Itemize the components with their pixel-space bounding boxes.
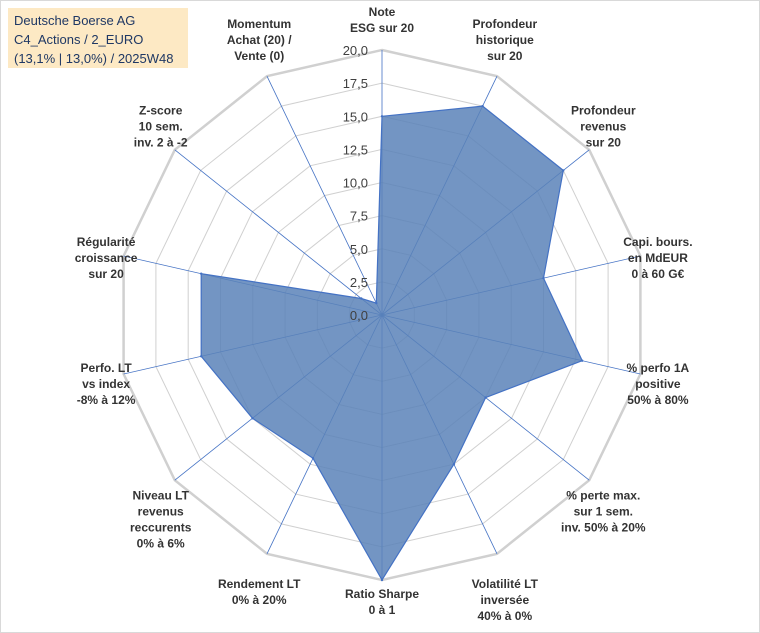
data-point xyxy=(452,463,456,466)
tick-label: 7,5 xyxy=(350,209,368,224)
axis-label-line: 0 à 1 xyxy=(369,603,396,617)
axis-label-line: 0% à 20% xyxy=(232,593,287,607)
axis-label-line: vs index xyxy=(82,377,130,391)
tick-label: 2,5 xyxy=(350,275,368,290)
axis-label: Régularité croissance sur 20 xyxy=(75,235,138,281)
data-point xyxy=(251,417,254,420)
axis-label-line: -8% à 12% xyxy=(77,393,136,407)
axis-label-line: 0% à 6% xyxy=(137,536,185,550)
axis-label: Perfo. LT vs index -8% à 12% xyxy=(77,361,136,407)
axis-spoke xyxy=(174,149,383,316)
tick-label: 10,0 xyxy=(343,176,368,191)
series-area xyxy=(200,105,584,582)
axis-label-line: reccurents xyxy=(130,520,192,534)
axis-label-line: Achat (20) / xyxy=(227,33,292,47)
data-point xyxy=(542,276,545,280)
axis-label-line: Profondeur xyxy=(472,17,537,31)
axis-label: Rendement LT 0% à 20% xyxy=(218,577,301,607)
data-point xyxy=(375,301,378,305)
data-point xyxy=(360,297,363,300)
tick-label: 0,0 xyxy=(350,308,368,323)
axis-label-line: Volatilité LT xyxy=(472,577,539,591)
axis-label-line: Z-score xyxy=(139,104,183,118)
axis-label-line: Profondeur xyxy=(571,104,636,118)
tick-label: 15,0 xyxy=(343,109,368,124)
axis-label: % perte max. sur 1 sem. inv. 50% à 20% xyxy=(561,488,646,534)
title-performance: (13,1% | 13,0%) / 2025W48 xyxy=(14,51,174,66)
axis-label-line: inversée xyxy=(480,593,529,607)
axis-label-line: 10 sem. xyxy=(139,120,183,134)
data-point xyxy=(380,115,384,118)
axis-label-line: revenus xyxy=(138,504,184,518)
axis-label-line: Perfo. LT xyxy=(81,361,133,375)
axis-label: Capi. bours. en MdEUR 0 à 60 G€ xyxy=(623,235,692,281)
axis-label-line: Capi. bours. xyxy=(623,235,692,249)
axis-label: Momentum Achat (20) / Vente (0) xyxy=(227,17,292,63)
data-point xyxy=(481,104,484,108)
title-company: Deutsche Boerse AG xyxy=(14,13,136,28)
axis-label-line: en MdEUR xyxy=(628,251,688,265)
axis-label-line: Ratio Sharpe xyxy=(345,587,419,601)
axis-label-line: 40% à 0% xyxy=(477,609,532,623)
axis-label: Niveau LT revenus reccurents 0% à 6% xyxy=(130,488,192,550)
axis-label-line: Niveau LT xyxy=(132,488,189,502)
data-point xyxy=(311,457,315,460)
axis-label: Profondeur historique sur 20 xyxy=(472,17,537,63)
axis-label-line: Note xyxy=(369,5,396,19)
axis-label: % perfo 1A positive 50% à 80% xyxy=(627,361,690,407)
axis-label-line: % perfo 1A xyxy=(627,361,690,375)
tick-label: 17,5 xyxy=(343,76,368,91)
axis-label-line: Vente (0) xyxy=(234,49,284,63)
data-point xyxy=(484,396,487,399)
axis-label-line: 50% à 80% xyxy=(627,393,689,407)
title-category: C4_Actions / 2_EURO xyxy=(14,32,144,47)
axis-label-line: Momentum xyxy=(227,17,291,31)
axis-label-line: ESG sur 20 xyxy=(350,21,414,35)
tick-label: 5,0 xyxy=(350,242,368,257)
axis-label-line: inv. 50% à 20% xyxy=(561,520,646,534)
data-point xyxy=(200,355,203,358)
axis-label-line: 0 à 60 G€ xyxy=(632,267,685,281)
axis-label-line: croissance xyxy=(75,251,138,265)
axis-label-line: sur 20 xyxy=(88,267,124,281)
axis-label-line: Régularité xyxy=(77,235,136,249)
axis-label: Volatilité LT inversée 40% à 0% xyxy=(472,577,539,623)
data-point xyxy=(200,272,203,275)
axis-label: Note ESG sur 20 xyxy=(350,5,414,35)
axis-label-line: % perte max. xyxy=(566,488,640,502)
axis-label: Ratio Sharpe 0 à 1 xyxy=(345,587,419,617)
axis-spoke xyxy=(266,76,383,316)
axis-label-line: historique xyxy=(476,33,534,47)
axis-label-line: sur 1 sem. xyxy=(574,504,633,518)
axis-label: Profondeur revenus sur 20 xyxy=(571,104,636,150)
axis-label: Z-score 10 sem. inv. 2 à -2 xyxy=(134,104,188,150)
axis-label-line: revenus xyxy=(580,120,626,134)
chart-title-box: Deutsche Boerse AG C4_Actions / 2_EURO (… xyxy=(8,8,188,68)
data-point xyxy=(380,578,384,582)
axis-label-line: sur 20 xyxy=(586,136,622,150)
data-point xyxy=(562,169,565,172)
tick-label: 20,0 xyxy=(343,43,368,58)
axis-label-line: Rendement LT xyxy=(218,577,301,591)
axis-label-line: positive xyxy=(635,377,681,391)
tick-label: 12,5 xyxy=(343,142,368,157)
axis-label-line: sur 20 xyxy=(487,49,523,63)
axis-label-line: inv. 2 à -2 xyxy=(134,136,188,150)
data-point xyxy=(581,359,584,362)
